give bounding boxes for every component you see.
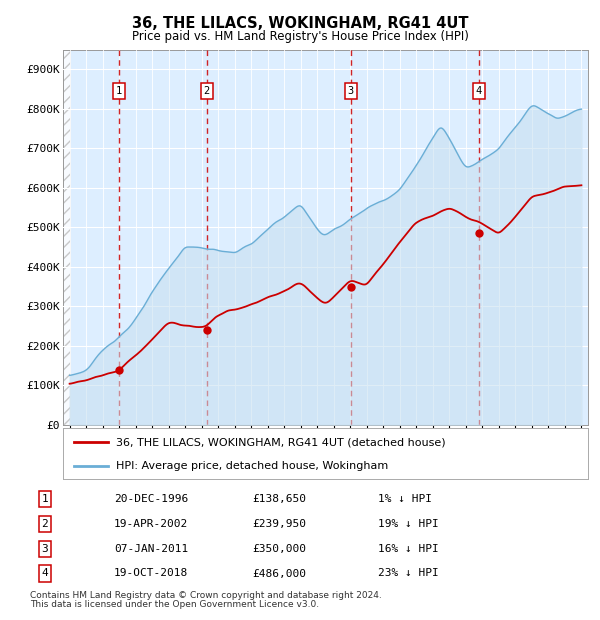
Text: 4: 4 (41, 569, 49, 578)
Text: 07-JAN-2011: 07-JAN-2011 (114, 544, 188, 554)
Text: 16% ↓ HPI: 16% ↓ HPI (378, 544, 439, 554)
Text: This data is licensed under the Open Government Licence v3.0.: This data is licensed under the Open Gov… (30, 600, 319, 609)
Text: £239,950: £239,950 (252, 519, 306, 529)
Text: 1% ↓ HPI: 1% ↓ HPI (378, 494, 432, 504)
Text: £138,650: £138,650 (252, 494, 306, 504)
Text: 19% ↓ HPI: 19% ↓ HPI (378, 519, 439, 529)
Text: 2: 2 (203, 86, 210, 96)
Text: 3: 3 (347, 86, 354, 96)
Text: £350,000: £350,000 (252, 544, 306, 554)
Text: 3: 3 (41, 544, 49, 554)
Text: 20-DEC-1996: 20-DEC-1996 (114, 494, 188, 504)
Text: £486,000: £486,000 (252, 569, 306, 578)
Text: 2: 2 (41, 519, 49, 529)
Text: 23% ↓ HPI: 23% ↓ HPI (378, 569, 439, 578)
Text: Price paid vs. HM Land Registry's House Price Index (HPI): Price paid vs. HM Land Registry's House … (131, 30, 469, 43)
Text: Contains HM Land Registry data © Crown copyright and database right 2024.: Contains HM Land Registry data © Crown c… (30, 590, 382, 600)
Text: 36, THE LILACS, WOKINGHAM, RG41 4UT (detached house): 36, THE LILACS, WOKINGHAM, RG41 4UT (det… (115, 437, 445, 447)
Text: 19-OCT-2018: 19-OCT-2018 (114, 569, 188, 578)
Text: 1: 1 (41, 494, 49, 504)
Text: 19-APR-2002: 19-APR-2002 (114, 519, 188, 529)
Text: HPI: Average price, detached house, Wokingham: HPI: Average price, detached house, Woki… (115, 461, 388, 471)
Text: 1: 1 (116, 86, 122, 96)
Text: 36, THE LILACS, WOKINGHAM, RG41 4UT: 36, THE LILACS, WOKINGHAM, RG41 4UT (132, 16, 468, 30)
Text: 4: 4 (476, 86, 482, 96)
